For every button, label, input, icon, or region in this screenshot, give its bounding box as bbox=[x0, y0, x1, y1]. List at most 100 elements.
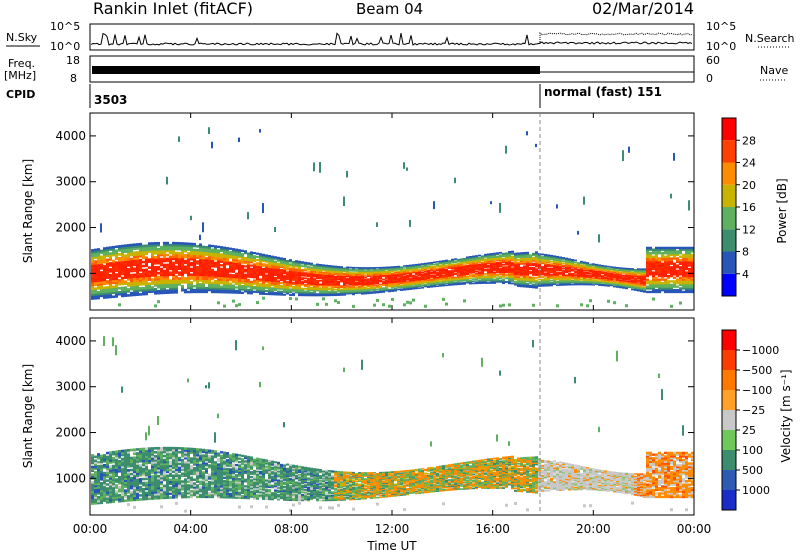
scatter-cell bbox=[217, 287, 220, 290]
scatter-cell bbox=[157, 265, 160, 269]
scatter-cell bbox=[100, 271, 103, 274]
scatter-cell bbox=[601, 283, 604, 286]
scatter-cell bbox=[100, 466, 103, 469]
scatter-cell bbox=[346, 289, 349, 292]
scatter-cell bbox=[493, 269, 496, 271]
scatter-cell bbox=[439, 266, 442, 269]
scatter-cell bbox=[430, 282, 433, 284]
scatter-cell bbox=[295, 273, 298, 276]
scatter-cell bbox=[259, 270, 262, 273]
scatter-cell bbox=[601, 281, 604, 283]
scatter-cell bbox=[307, 263, 310, 266]
scatter-cell bbox=[604, 280, 607, 282]
scatter-cell bbox=[400, 272, 403, 274]
scatter-cell bbox=[259, 291, 262, 294]
scatter-cell bbox=[613, 284, 616, 286]
scatter-cell bbox=[424, 272, 427, 274]
scatter-cell bbox=[388, 266, 391, 268]
scatter-cell bbox=[526, 251, 529, 254]
scatter-cell bbox=[151, 290, 154, 293]
scatter-cell bbox=[274, 288, 277, 291]
scatter-cell bbox=[565, 268, 568, 270]
scatter-cell bbox=[661, 274, 664, 278]
scatter-cell bbox=[277, 268, 280, 271]
scatter-cell bbox=[325, 289, 328, 292]
scatter-cell bbox=[106, 471, 109, 475]
scatter-cell bbox=[232, 289, 235, 292]
scatter-cell bbox=[274, 256, 277, 259]
scatter-cell bbox=[424, 278, 427, 280]
scatter-cell bbox=[418, 285, 421, 288]
scatter-cell bbox=[415, 277, 418, 279]
scatter-cell bbox=[658, 250, 661, 253]
scatter-cell bbox=[637, 286, 640, 288]
scatter-cell bbox=[211, 281, 214, 285]
scatter-cell bbox=[325, 276, 328, 279]
scatter-cell bbox=[655, 269, 658, 273]
scatter-cell bbox=[295, 286, 298, 288]
scatter-cell bbox=[670, 304, 673, 308]
scatter-cell bbox=[361, 286, 364, 289]
scatter-cell bbox=[643, 269, 646, 271]
scatter-cell bbox=[625, 283, 628, 285]
scatter-cell bbox=[565, 258, 568, 261]
scatter-cell bbox=[115, 498, 118, 501]
scatter-cell bbox=[604, 273, 607, 275]
scatter-cell bbox=[91, 295, 94, 298]
scatter-cell bbox=[121, 459, 124, 463]
scatter-cell bbox=[169, 263, 172, 267]
scatter-cell bbox=[475, 259, 478, 262]
scatter-cell bbox=[310, 270, 313, 273]
scatter-cell bbox=[223, 283, 226, 287]
scatter-cell bbox=[565, 267, 568, 269]
scatter-cell bbox=[685, 252, 688, 255]
scatter-cell bbox=[295, 283, 298, 286]
scatter-cell bbox=[403, 282, 406, 284]
scatter-cell bbox=[589, 265, 592, 267]
scatter-cell bbox=[481, 255, 484, 258]
scatter-cell bbox=[109, 287, 112, 291]
scatter-cell bbox=[628, 273, 631, 276]
scatter-cell bbox=[295, 277, 298, 280]
scatter-cell bbox=[121, 469, 124, 473]
scatter-cell bbox=[367, 291, 370, 294]
scatter-cell bbox=[121, 280, 124, 284]
scatter-cell bbox=[343, 290, 346, 293]
scatter-cell bbox=[415, 280, 418, 282]
scatter-cell bbox=[325, 287, 328, 290]
scatter-cell bbox=[157, 251, 160, 255]
colorbar-segment bbox=[722, 251, 736, 274]
scatter-cell bbox=[643, 288, 646, 290]
scatter-cell bbox=[568, 269, 571, 272]
scatter-cell bbox=[271, 284, 274, 287]
scatter-cell bbox=[196, 284, 199, 288]
scatter-cell bbox=[430, 268, 433, 271]
scatter-cell bbox=[217, 267, 220, 270]
scatter-cell bbox=[118, 253, 121, 256]
scatter-cell bbox=[184, 246, 187, 249]
scatter-cell bbox=[247, 273, 250, 277]
scatter-cell bbox=[619, 282, 622, 284]
scatter-cell bbox=[685, 276, 688, 280]
scatter-cell bbox=[454, 266, 457, 269]
scatter-cell bbox=[490, 282, 493, 284]
scatter-cell bbox=[427, 280, 430, 283]
scatter-cell bbox=[499, 280, 502, 283]
scatter-cell bbox=[394, 277, 397, 280]
scatter-cell bbox=[670, 287, 673, 290]
scatter-cell bbox=[202, 247, 205, 251]
scatter-cell bbox=[382, 283, 385, 285]
scatter-cell bbox=[232, 263, 235, 266]
scatter-cell bbox=[376, 282, 379, 285]
scatter-cell bbox=[103, 458, 106, 461]
scatter-cell bbox=[100, 249, 103, 253]
scatter-cell bbox=[667, 257, 670, 260]
scatter-cell bbox=[223, 287, 226, 290]
scatter-cell bbox=[625, 276, 628, 278]
scatter-cell bbox=[112, 287, 115, 291]
scatter-cell bbox=[199, 290, 202, 294]
scatter-cell bbox=[568, 276, 571, 279]
scatter-cell bbox=[619, 279, 622, 282]
scatter-cell bbox=[280, 284, 283, 287]
scatter-cell bbox=[661, 269, 664, 273]
